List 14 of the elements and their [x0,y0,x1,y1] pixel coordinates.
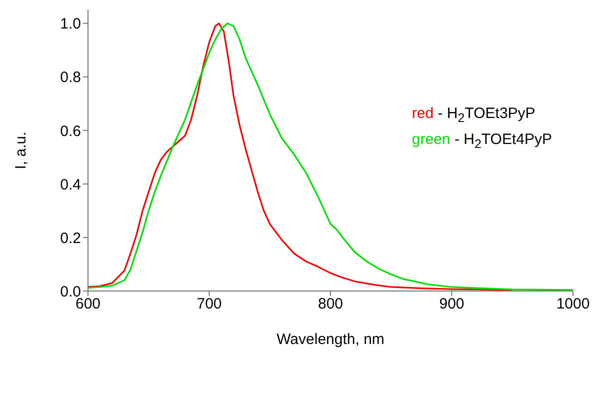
y-tick-label: 0.8 [60,69,81,86]
x-tick-label: 700 [196,296,222,313]
y-axis-title: I, a.u. [12,132,30,170]
y-tick-label: 0.4 [60,176,81,194]
y-tick-label: 1.0 [60,16,81,33]
y-tick-label: 0.2 [60,230,81,247]
text: green - H$_{2}$TOEt4PyP [412,131,552,151]
x-tick-label: 900 [439,296,464,313]
x-tick-label: 800 [318,296,344,313]
x-axis-title: Wavelength, nm [276,331,384,348]
y-tick-label: 0.6 [60,122,81,140]
text: red - H$_{2}$TOEt3PyP [412,105,536,125]
x-tick-label: 600 [75,296,101,313]
x-tick-label: 1000 [556,296,590,313]
